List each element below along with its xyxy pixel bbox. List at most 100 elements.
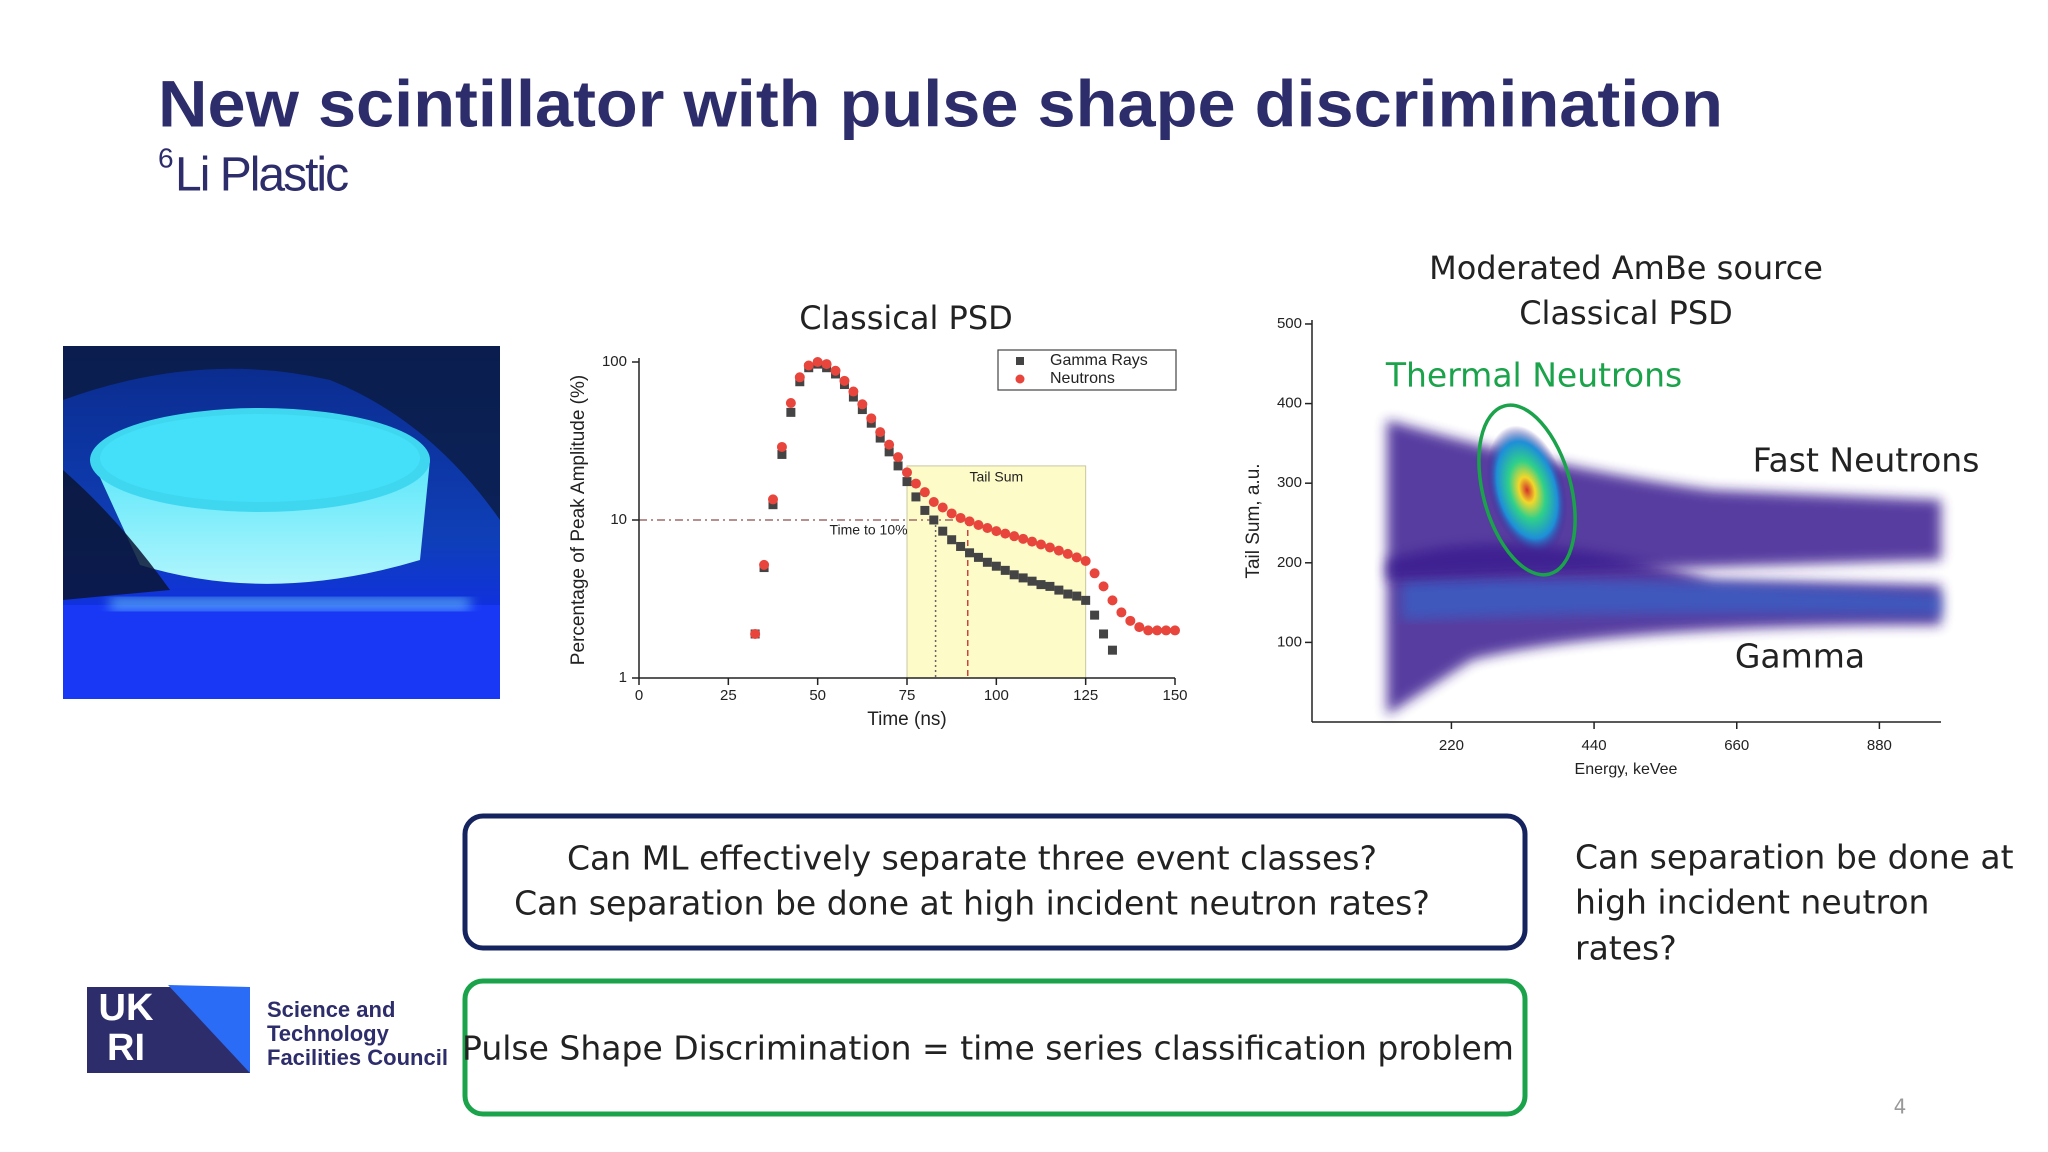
y-tick-label: 10 <box>610 511 627 528</box>
gamma-point <box>938 526 948 536</box>
gamma-point <box>1099 629 1109 639</box>
neutron-point <box>937 502 948 513</box>
neutron-point <box>1036 539 1046 550</box>
neutron-point <box>973 519 984 530</box>
neutron-point <box>1098 581 1109 592</box>
gamma-point <box>911 492 921 502</box>
neutron-point <box>839 375 850 386</box>
x-tick-label: 440 <box>1582 737 1607 754</box>
gamma-point <box>875 433 885 443</box>
subtitle: Li Plastic <box>175 149 348 202</box>
neutron-point <box>1018 533 1029 544</box>
neutron-point <box>830 365 841 376</box>
chart-title: Classical PSD <box>1519 294 1733 332</box>
neutron-point <box>919 487 930 498</box>
neutron-point <box>1152 625 1163 636</box>
psd-box <box>462 978 1528 1117</box>
y-tick-label: 100 <box>1277 633 1302 650</box>
neutron-point <box>1170 625 1180 636</box>
region-label: Gamma <box>1735 637 1865 676</box>
neutron-point <box>884 439 895 450</box>
gamma-point <box>848 392 858 402</box>
gamma-point <box>1081 595 1091 605</box>
logo-mark: UK <box>99 987 154 1029</box>
gamma-point <box>902 477 912 487</box>
gamma-point <box>1063 589 1073 599</box>
chart-title: Moderated AmBe source <box>1429 249 1823 287</box>
y-tick-label: 1 <box>619 669 627 686</box>
legend-marker <box>1016 357 1024 365</box>
neutron-point <box>803 360 814 371</box>
side-note-line: Can separation be done at <box>1575 838 2014 877</box>
y-axis-label: Percentage of Peak Amplitude (%) <box>568 375 589 665</box>
neutron-point <box>759 559 770 570</box>
gamma-point <box>768 500 778 510</box>
neutron-point <box>955 512 966 523</box>
psd-chart: Classical PSD Tail Sum Time to 10% 1 10 100 0 2… <box>568 299 1188 730</box>
neutron-point <box>1009 531 1020 542</box>
neutron-point <box>794 372 805 383</box>
neutron-point <box>1143 625 1154 636</box>
neutron-point <box>1071 552 1082 563</box>
neutron-point <box>1089 568 1100 579</box>
neutron-point <box>857 399 868 410</box>
neutron-point <box>1044 542 1055 553</box>
ukri-logo: UK RI Science and Technology Facilities … <box>87 985 448 1073</box>
neutron-point <box>812 357 823 367</box>
neutron-point <box>991 526 1002 537</box>
gamma-point <box>1107 645 1117 655</box>
psd-statement: Pulse Shape Discrimination = time series… <box>462 1029 1514 1068</box>
gamma-point <box>1054 585 1064 595</box>
subtitle-superscript: 6 <box>158 142 174 173</box>
y-tick-label: 100 <box>602 353 627 370</box>
legend-marker <box>1015 374 1025 384</box>
logo-text: Facilities Council <box>267 1045 448 1070</box>
neutron-point <box>768 494 778 505</box>
neutron-point <box>1116 607 1127 618</box>
gamma-point <box>929 515 939 525</box>
density-chart: Moderated AmBe source Classical PSD 100 200… <box>1243 249 1979 778</box>
question-line: Can separation be done at high incident … <box>514 884 1430 923</box>
neutron-point <box>1125 615 1136 626</box>
legend-box <box>997 349 1177 391</box>
x-tick-label: 0 <box>635 687 643 704</box>
density-image <box>1387 403 1941 715</box>
logo-mark: RI <box>107 1027 145 1069</box>
logo-text: Science and <box>267 997 395 1022</box>
x-tick-label: 125 <box>1073 687 1098 704</box>
neutron-point <box>1027 536 1038 547</box>
region-label: Thermal Neutrons <box>1385 356 1682 395</box>
questions-box <box>462 813 1528 951</box>
gamma-point <box>1018 573 1028 583</box>
gamma-point <box>1045 581 1055 591</box>
legend-label: Neutrons <box>1050 370 1115 387</box>
neutron-point <box>1107 595 1118 606</box>
gamma-point <box>884 447 894 457</box>
x-tick-label: 50 <box>809 687 826 704</box>
legend-label: Gamma Rays <box>1050 352 1148 369</box>
neutron-point <box>964 516 975 527</box>
neutron-point <box>821 359 832 370</box>
y-axis-label: Tail Sum, a.u. <box>1243 463 1264 578</box>
y-tick-label: 500 <box>1277 315 1302 332</box>
neutron-point <box>1134 622 1145 633</box>
x-tick-label: 100 <box>984 687 1009 704</box>
gamma-point <box>982 557 992 567</box>
neutron-point <box>928 496 939 507</box>
x-axis-label: Energy, keVee <box>1575 761 1678 778</box>
neutron-point <box>910 478 921 489</box>
question-line: Can ML effectively separate three event … <box>567 839 1377 878</box>
gamma-point <box>920 505 930 515</box>
gamma-point <box>973 552 983 562</box>
neutron-point <box>1000 528 1011 539</box>
x-tick-label: 660 <box>1724 737 1749 754</box>
x-tick-label: 150 <box>1162 687 1187 704</box>
neutron-point <box>1062 548 1073 559</box>
chart-title: Classical PSD <box>799 299 1013 337</box>
gamma-point <box>956 541 966 551</box>
neutron-point <box>750 628 761 639</box>
region-label: Fast Neutrons <box>1753 441 1980 480</box>
neutron-point <box>1053 545 1064 556</box>
neutron-point <box>946 508 957 519</box>
